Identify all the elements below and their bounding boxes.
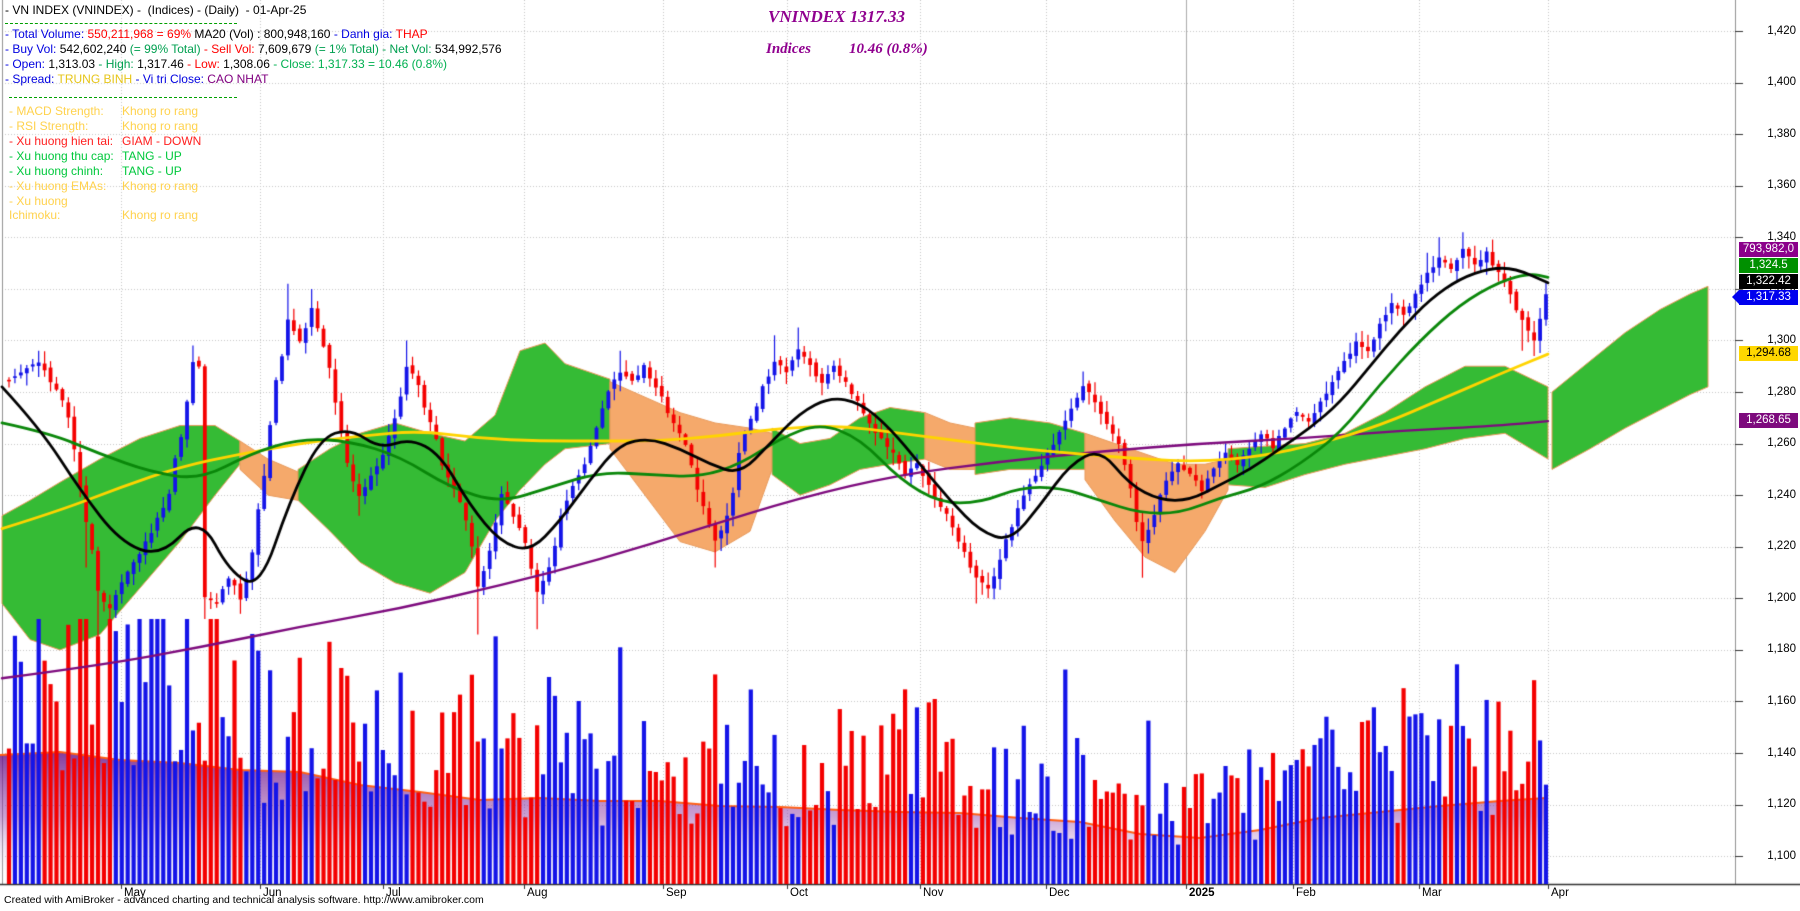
signal-row: - MACD Strength: Khong ro rang: [9, 104, 198, 118]
y-axis-tick-label: 1,240: [1767, 488, 1796, 501]
separator-line: [5, 23, 237, 24]
y-axis-tick-label: 1,200: [1767, 591, 1796, 604]
buy-sell-line-segment: (= 99% Total): [126, 42, 201, 56]
last-value-label: 1,294.68: [1739, 346, 1798, 361]
x-axis-month-label: Sep: [666, 887, 687, 899]
y-axis-tick-label: 1,380: [1767, 127, 1796, 140]
y-axis-tick-label: 1,300: [1767, 333, 1796, 346]
y-axis-tick-label: 1,220: [1767, 540, 1796, 553]
y-axis-tick-label: 1,120: [1767, 798, 1796, 811]
signal-label: - Xu huong EMAs:: [9, 179, 107, 193]
signal-row: - Xu huong Ichimoku: Khong ro rang: [9, 194, 198, 222]
last-value-label: 793,982,0: [1739, 242, 1798, 257]
ohlc-line-segment: 1,308.06: [223, 57, 270, 71]
y-axis-tick-label: 1,140: [1767, 746, 1796, 759]
x-axis-month-label: Jul: [386, 887, 401, 899]
x-axis-month-label: Mar: [1422, 887, 1442, 899]
spread-line-segment: - Vi tri Close:: [132, 72, 208, 86]
signal-label: - Xu huong Ichimoku:: [9, 194, 68, 222]
watermark-change-value: 10.46 (0.8%): [849, 41, 928, 57]
signal-value: TANG - UP: [122, 149, 182, 163]
signal-label: - Xu huong hien tai:: [9, 134, 114, 148]
signal-label: - Xu huong thu cap:: [9, 149, 114, 163]
signal-row: - Xu huong EMAs: Khong ro rang: [9, 179, 198, 193]
spread-line-segment: TRUNG BINH: [57, 72, 133, 86]
y-axis-tick-label: 1,400: [1767, 76, 1796, 89]
x-axis-month-label: Feb: [1296, 887, 1316, 899]
watermark-symbol-title: VNINDEX 1317.33: [768, 7, 905, 26]
ohlc-line-segment: 1,317.46: [137, 57, 184, 71]
signal-row: - RSI Strength: Khong ro rang: [9, 119, 198, 133]
signal-value: Khong ro rang: [122, 119, 199, 133]
signal-value: TANG - UP: [122, 164, 182, 178]
x-axis-month-label: 2025: [1189, 887, 1215, 899]
y-axis-tick-label: 1,100: [1767, 849, 1796, 862]
ohlc-line-segment: - High:: [95, 57, 138, 71]
buy-sell-line-segment: Sell Vol:: [211, 42, 258, 56]
buy-sell-line-segment: (= 1% Total): [311, 42, 379, 56]
ohlc-line-segment: - Open:: [5, 57, 49, 71]
ohlc-line-segment: 1,313.03: [48, 57, 96, 71]
y-axis-tick-label: 1,420: [1767, 24, 1796, 37]
volume-line-segment: 550,211,968 = 69%: [87, 27, 192, 41]
buy-sell-line-segment: 542,602,240: [59, 42, 127, 56]
spread-line-segment: - Spread:: [5, 72, 58, 86]
volume-line-segment: - Danh gia:: [330, 27, 396, 41]
x-axis-month-label: Apr: [1551, 887, 1569, 899]
ohlc-line: - Open: 1,313.03 - High: 1,317.46 - Low:…: [5, 57, 447, 71]
spread-line-segment: CAO NHAT: [207, 72, 269, 86]
signal-row: - Xu huong hien tai: GIAM - DOWN: [9, 134, 201, 148]
signal-row: - Xu huong chinh: TANG - UP: [9, 164, 182, 178]
separator-line: [9, 97, 237, 98]
volume-line-segment: - Total Volume:: [5, 27, 88, 41]
signal-label: - Xu huong chinh:: [9, 164, 104, 178]
y-axis-tick-label: 1,160: [1767, 694, 1796, 707]
y-axis-tick-label: 1,280: [1767, 385, 1796, 398]
last-value-label: 1,317.33: [1732, 290, 1798, 305]
x-axis-month-label: May: [124, 887, 146, 899]
volume-line: - Total Volume: 550,211,968 = 69% MA20 (…: [5, 27, 428, 41]
last-value-label: 1,322.42: [1739, 274, 1798, 289]
buy-sell-line: - Buy Vol: 542,602,240 (= 99% Total) - S…: [5, 42, 502, 56]
watermark-group-label: Indices: [766, 41, 811, 57]
x-axis-month-label: Dec: [1049, 887, 1070, 899]
x-axis-month-label: Jun: [263, 887, 282, 899]
last-value-label: 1,268.65: [1739, 413, 1798, 428]
y-axis-tick-label: 1,340: [1767, 230, 1796, 243]
buy-sell-line-segment: 534,992,576: [434, 42, 502, 56]
volume-line-segment: THAP: [395, 27, 428, 41]
buy-sell-line-segment: - Net Vol:: [378, 42, 435, 56]
price-arrow-icon: [1732, 290, 1739, 304]
x-axis-month-label: Nov: [923, 887, 944, 899]
ohlc-line-segment: - Low:: [183, 57, 224, 71]
x-axis-month-label: Aug: [527, 887, 548, 899]
y-axis-tick-label: 1,180: [1767, 643, 1796, 656]
signal-label: - RSI Strength:: [9, 119, 89, 133]
buy-sell-line-segment: 7,609,679: [257, 42, 312, 56]
buy-sell-line-segment: - Buy Vol:: [5, 42, 60, 56]
volume-line-segment: MA20 (Vol) : 800,948,160: [191, 27, 331, 41]
buy-sell-line-segment: -: [200, 42, 212, 56]
signal-value: Khong ro rang: [122, 208, 199, 222]
signal-value: Khong ro rang: [122, 179, 199, 193]
chart-title-bar: - VN INDEX (VNINDEX) - (Indices) - (Dail…: [5, 3, 307, 17]
spread-line: - Spread: TRUNG BINH - Vi tri Close: CAO…: [5, 72, 268, 86]
status-bar-text: Created with AmiBroker - advanced charti…: [4, 894, 484, 906]
x-axis-month-label: Oct: [790, 887, 808, 899]
last-value-label: 1,324.5: [1739, 258, 1798, 273]
y-axis-tick-label: 1,260: [1767, 437, 1796, 450]
signal-label: - MACD Strength:: [9, 104, 104, 118]
y-axis-tick-label: 1,360: [1767, 179, 1796, 192]
ohlc-line-segment: - Close:: [269, 57, 318, 71]
signal-value: GIAM - DOWN: [122, 134, 202, 148]
signal-row: - Xu huong thu cap: TANG - UP: [9, 149, 182, 163]
ohlc-line-segment: 1,317.33 = 10.46 (0.8%): [317, 57, 447, 71]
signal-value: Khong ro rang: [122, 104, 199, 118]
